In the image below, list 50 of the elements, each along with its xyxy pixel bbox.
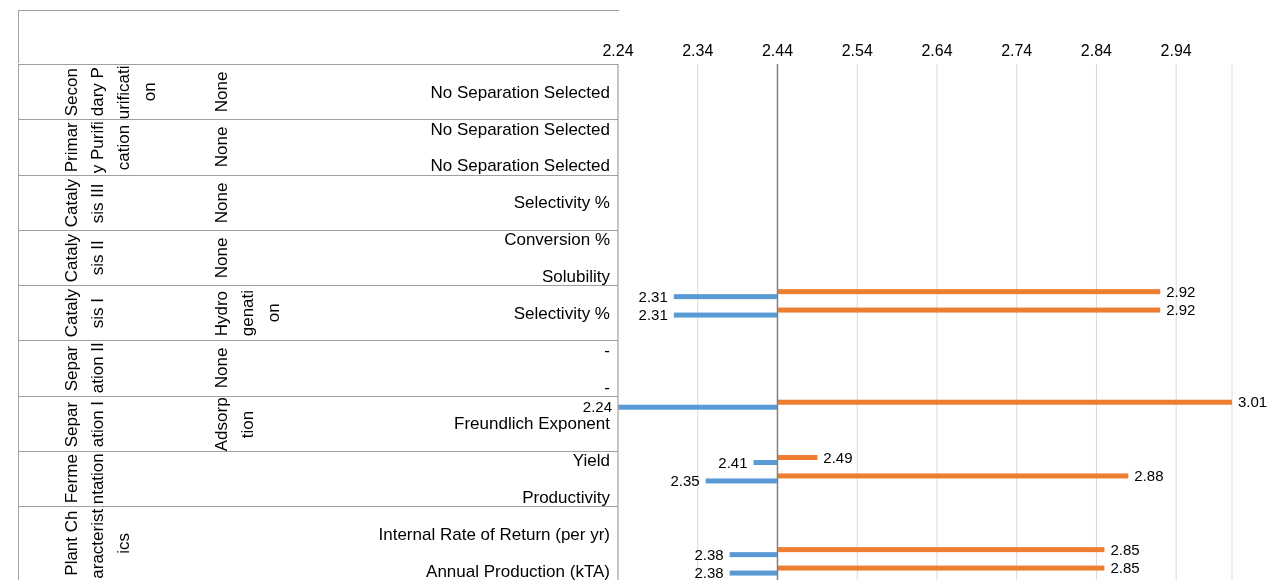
x-tick-label: 2.54 <box>841 42 873 59</box>
data-label: 2.24 <box>582 398 612 416</box>
x-tick-label: 2.24 <box>602 42 634 59</box>
y-tick-label: - <box>604 340 610 360</box>
bar <box>673 312 778 318</box>
data-label: 2.38 <box>694 564 724 580</box>
x-tick-label: 2.44 <box>761 42 794 59</box>
y-tick-label: Yield <box>572 451 610 471</box>
data-label: 2.35 <box>670 471 700 489</box>
bar <box>777 473 1129 479</box>
y-tick-label: - <box>604 377 610 397</box>
data-label: 2.38 <box>694 545 724 563</box>
y-tick-label: Solubility <box>541 266 611 286</box>
bar <box>777 289 1161 295</box>
y-tick-label: No Separation Selected <box>430 119 610 139</box>
x-tick-label: 2.94 <box>1160 42 1192 59</box>
y-tick-label: Selectivity % <box>513 193 610 213</box>
y-tick-label: No Separation Selected <box>430 82 610 102</box>
data-label: 2.41 <box>718 453 748 471</box>
x-tick-label: 2.34 <box>682 42 714 59</box>
bar <box>777 307 1161 313</box>
y-tick-label: Conversion % <box>504 230 610 250</box>
data-label: 2.92 <box>1166 301 1196 319</box>
bar <box>777 455 818 460</box>
data-label: 2.85 <box>1110 540 1140 558</box>
data-label: 2.31 <box>638 287 668 305</box>
bar <box>777 399 1232 405</box>
data-label: 2.85 <box>1110 559 1140 577</box>
bar <box>753 460 778 465</box>
bar <box>729 570 778 576</box>
bar <box>777 565 1105 571</box>
data-label: 2.88 <box>1134 466 1164 484</box>
data-label: 3.01 <box>1238 393 1268 411</box>
y-tick-label: Freundlich Exponent <box>454 414 611 434</box>
x-tick-label: 2.64 <box>921 42 953 59</box>
y-tick-label: Selectivity % <box>513 303 610 323</box>
data-label: 2.49 <box>823 448 853 466</box>
bar <box>673 294 778 300</box>
bar <box>705 478 778 484</box>
bar <box>777 547 1105 553</box>
data-label: 2.92 <box>1166 282 1196 300</box>
y-tick-label: No Separation Selected <box>430 156 610 176</box>
y-tick-label: Productivity <box>522 488 611 508</box>
data-label: 2.31 <box>638 306 668 324</box>
x-tick-label: 2.74 <box>1001 42 1033 59</box>
y-tick-label: Annual Production (kTA) <box>426 561 610 580</box>
x-tick-label: 2.84 <box>1080 42 1113 59</box>
bar <box>729 552 778 558</box>
bar <box>618 404 778 410</box>
y-tick-label: Internal Rate of Return (per yr) <box>378 524 610 544</box>
